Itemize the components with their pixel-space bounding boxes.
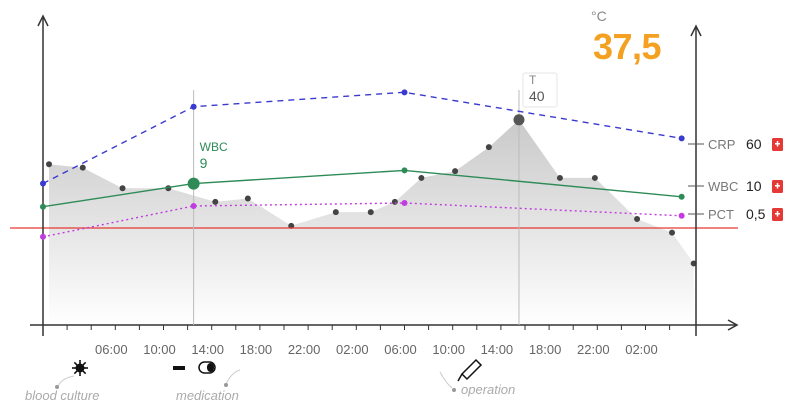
legend-alert-icon-bar (776, 141, 779, 147)
legend-alert-icon-bar (776, 183, 779, 189)
temperature-point (669, 229, 676, 236)
x-tick-label: 14:00 (191, 342, 224, 357)
x-tick-label: 06:00 (384, 342, 417, 357)
event-connector (225, 369, 241, 385)
x-tick-label: 22:00 (288, 342, 321, 357)
x-tick-label: 02:00 (336, 342, 369, 357)
event-dot (224, 383, 228, 387)
event-dot (452, 388, 456, 392)
scalpel-icon (457, 358, 483, 382)
pct-point (678, 212, 685, 219)
temperature-marker-label: T (529, 73, 537, 87)
temperature-point (288, 222, 295, 229)
temperature-marker-value: 40 (529, 88, 545, 104)
temperature-marker-point (513, 114, 525, 126)
temperature-point (591, 174, 598, 181)
legend-alert-icon-bar (776, 211, 779, 217)
temperature-point (119, 185, 126, 192)
temperature-point (244, 195, 251, 202)
temperature-point (485, 144, 492, 151)
temperature-point (452, 168, 459, 175)
temperature-point (391, 198, 398, 205)
x-tick-label: 22:00 (577, 342, 610, 357)
wbc-point (40, 203, 46, 210)
crp-point (190, 103, 197, 110)
x-tick-label: 10:00 (432, 342, 465, 357)
crp-series-line (42, 91, 682, 185)
y-axis-right-arrow (690, 24, 702, 37)
temperature-point (332, 209, 339, 216)
wbc-marker-value: 9 (200, 155, 208, 171)
wbc-marker-label: WBC (200, 140, 228, 154)
x-tick-label: 18:00 (240, 342, 273, 357)
temperature-area (49, 119, 694, 325)
temperature-point (634, 215, 641, 222)
current-temperature: 37,5 (593, 26, 662, 67)
temperature-point (79, 164, 86, 171)
x-tick-label: 18:00 (529, 342, 562, 357)
legend-value-wbc: 10 (746, 178, 762, 194)
x-tick-label: 06:00 (95, 342, 128, 357)
legend-name-wbc: WBC (708, 179, 738, 194)
event-label-blood-culture: blood culture (25, 388, 99, 403)
wbc-series-line (42, 169, 682, 208)
event-label-medication: medication (176, 388, 239, 403)
event-label-operation: operation (461, 382, 515, 397)
temperature-point (367, 209, 374, 216)
wbc-point (187, 177, 200, 190)
pct-point (190, 203, 197, 209)
wbc-point (678, 193, 685, 200)
pct-point (401, 200, 408, 206)
x-tick-label: 14:00 (481, 342, 514, 357)
event-dot (55, 385, 59, 389)
microbe-icon (72, 360, 88, 376)
y-axis-left-arrow (37, 14, 49, 27)
x-tick-label: 02:00 (625, 342, 658, 357)
crp-point (678, 135, 685, 142)
crp-point (40, 180, 46, 187)
temperature-point (690, 260, 697, 267)
legend-value-pct: 0,5 (746, 206, 766, 222)
pct-point (40, 233, 46, 240)
temperature-marker-box (522, 72, 558, 108)
temperature-unit: °C (591, 8, 607, 24)
wbc-point (401, 167, 408, 174)
temperature-point (46, 161, 53, 168)
legend-name-pct: PCT (708, 207, 734, 222)
legend-name-crp: CRP (708, 137, 735, 152)
temperature-point (212, 198, 219, 205)
event-connector (57, 375, 75, 387)
temperature-point (556, 174, 563, 181)
event-connector (439, 371, 453, 389)
x-axis-arrow (727, 319, 739, 331)
crp-point (401, 89, 408, 96)
legend-value-crp: 60 (746, 136, 762, 152)
pill-icon (173, 361, 216, 374)
pct-series-line (42, 202, 682, 238)
x-tick-label: 10:00 (143, 342, 176, 357)
temperature-point (418, 174, 425, 181)
